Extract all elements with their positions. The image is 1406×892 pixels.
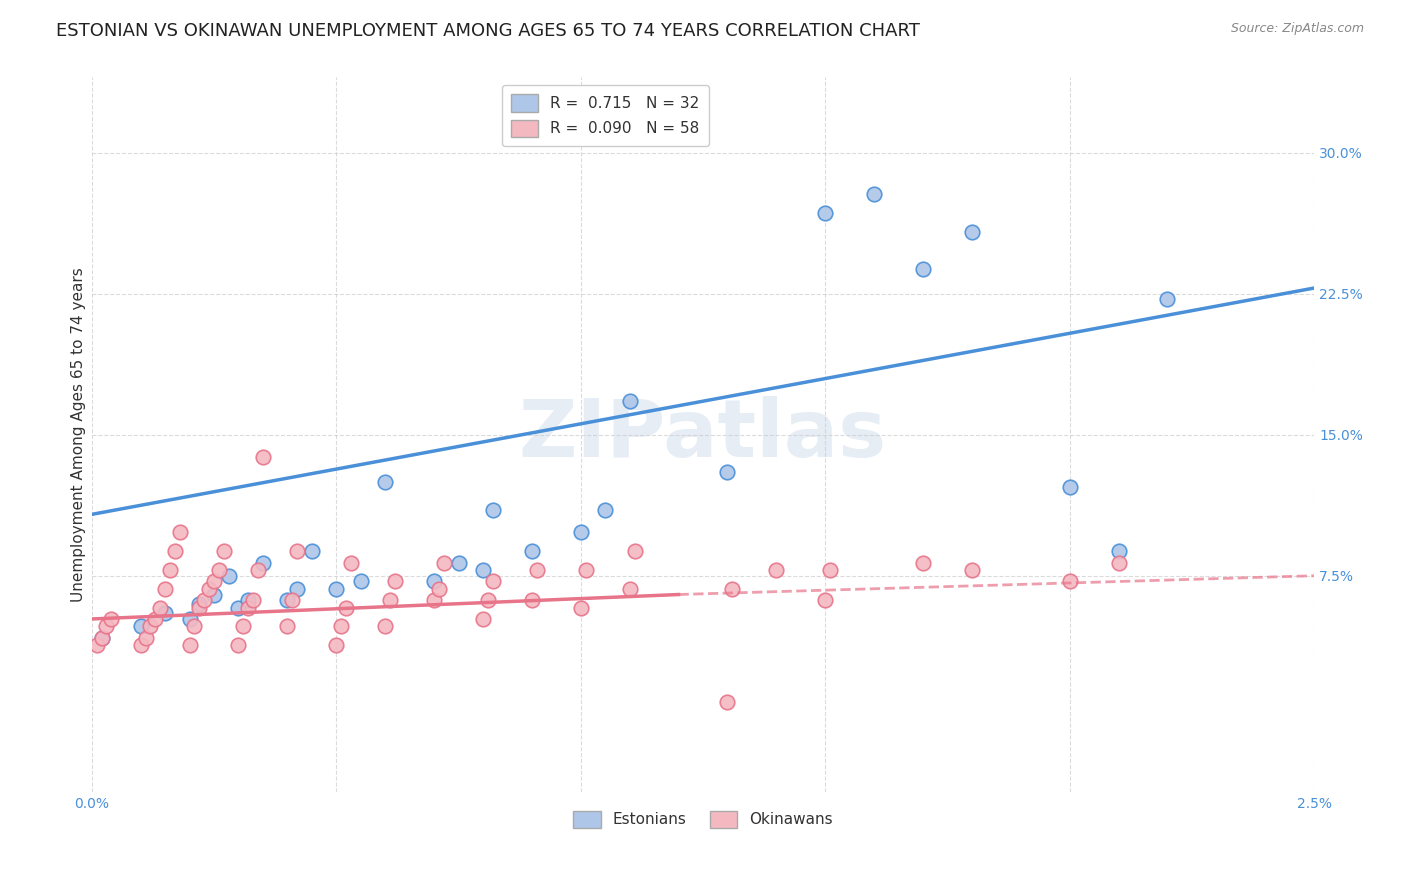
Point: [623, 544, 645, 558]
Point: [569, 525, 592, 540]
Point: [1108, 556, 1130, 570]
Point: [276, 593, 298, 607]
Point: [252, 556, 274, 570]
Point: [228, 638, 250, 652]
Point: [433, 556, 456, 570]
Point: [716, 695, 738, 709]
Point: [179, 638, 201, 652]
Point: [619, 582, 641, 596]
Point: [1156, 293, 1178, 307]
Point: [212, 544, 235, 558]
Point: [335, 600, 357, 615]
Point: [100, 612, 122, 626]
Point: [208, 563, 231, 577]
Point: [238, 600, 260, 615]
Point: [228, 600, 250, 615]
Point: [1059, 574, 1081, 589]
Point: [765, 563, 787, 577]
Point: [575, 563, 598, 577]
Point: [325, 638, 347, 652]
Text: Source: ZipAtlas.com: Source: ZipAtlas.com: [1230, 22, 1364, 36]
Point: [169, 525, 191, 540]
Point: [325, 582, 347, 596]
Point: [183, 619, 205, 633]
Point: [721, 582, 744, 596]
Point: [814, 593, 837, 607]
Point: [374, 475, 396, 489]
Point: [153, 582, 176, 596]
Point: [814, 206, 837, 220]
Point: [198, 582, 221, 596]
Point: [471, 563, 494, 577]
Point: [159, 563, 181, 577]
Point: [153, 607, 176, 621]
Text: ESTONIAN VS OKINAWAN UNEMPLOYMENT AMONG AGES 65 TO 74 YEARS CORRELATION CHART: ESTONIAN VS OKINAWAN UNEMPLOYMENT AMONG …: [56, 22, 920, 40]
Point: [135, 631, 157, 645]
Point: [818, 563, 841, 577]
Point: [350, 574, 373, 589]
Point: [619, 393, 641, 408]
Text: ZIPatlas: ZIPatlas: [519, 396, 887, 474]
Point: [1108, 544, 1130, 558]
Point: [960, 225, 983, 239]
Point: [202, 588, 225, 602]
Point: [90, 631, 112, 645]
Point: [252, 450, 274, 465]
Point: [427, 582, 450, 596]
Point: [281, 593, 304, 607]
Point: [218, 568, 240, 582]
Point: [139, 619, 162, 633]
Point: [149, 600, 172, 615]
Point: [569, 600, 592, 615]
Point: [520, 593, 543, 607]
Point: [143, 612, 166, 626]
Point: [481, 574, 503, 589]
Point: [193, 593, 215, 607]
Point: [340, 556, 363, 570]
Point: [129, 638, 152, 652]
Point: [86, 638, 108, 652]
Point: [242, 593, 264, 607]
Point: [423, 574, 446, 589]
Point: [477, 593, 499, 607]
Point: [471, 612, 494, 626]
Point: [238, 593, 260, 607]
Point: [481, 503, 503, 517]
Point: [129, 619, 152, 633]
Point: [96, 619, 118, 633]
Point: [374, 619, 396, 633]
Point: [202, 574, 225, 589]
Point: [447, 556, 470, 570]
Point: [1059, 480, 1081, 494]
Point: [384, 574, 406, 589]
Point: [526, 563, 548, 577]
Point: [911, 556, 934, 570]
Point: [520, 544, 543, 558]
Point: [716, 465, 738, 479]
Point: [188, 597, 211, 611]
Point: [863, 187, 886, 202]
Point: [285, 544, 308, 558]
Point: [593, 503, 616, 517]
Point: [163, 544, 186, 558]
Point: [285, 582, 308, 596]
Point: [423, 593, 446, 607]
Point: [330, 619, 353, 633]
Legend: Estonians, Okinawans: Estonians, Okinawans: [567, 805, 839, 834]
Point: [276, 619, 298, 633]
Point: [911, 262, 934, 277]
Point: [960, 563, 983, 577]
Point: [232, 619, 254, 633]
Point: [188, 600, 211, 615]
Y-axis label: Unemployment Among Ages 65 to 74 years: Unemployment Among Ages 65 to 74 years: [72, 268, 86, 602]
Point: [378, 593, 401, 607]
Point: [179, 612, 201, 626]
Point: [90, 631, 112, 645]
Point: [247, 563, 270, 577]
Point: [301, 544, 323, 558]
